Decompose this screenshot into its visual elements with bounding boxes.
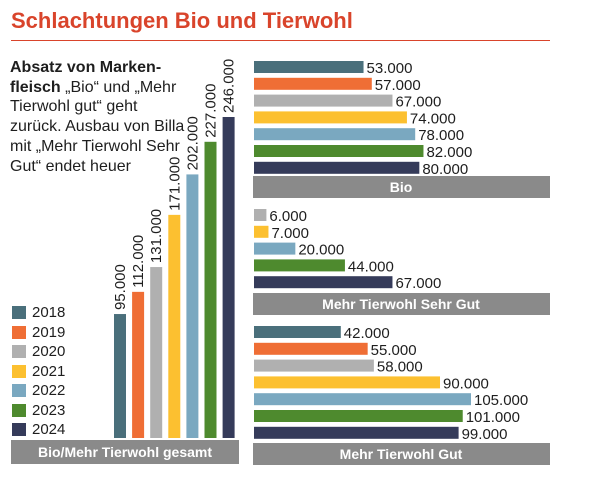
bar-bio-2019 (254, 77, 372, 90)
banner-mehr-tierwohl-gut (253, 443, 550, 465)
bar-mehr-tierwohl-gut-2018 (254, 326, 341, 338)
banner-total (11, 440, 239, 464)
legend-swatch (12, 325, 26, 339)
bar-bio-2022 (254, 128, 416, 141)
bar-total-2018 (114, 314, 126, 438)
bar-mehr-tierwohl-sehr-gut-2022 (254, 242, 296, 255)
bar-total-2022 (186, 174, 199, 439)
legend-label: 2021 (32, 362, 66, 380)
bar-bio-2024 (254, 161, 420, 174)
banner-label-total: Bio/Mehr Tierwohl gesamt (38, 444, 212, 460)
bar-label-mehr-tierwohl-gut-2018: 42.000 (344, 325, 390, 342)
bar-label-total-2019: 112.000 (130, 235, 147, 288)
bar-total-2021 (168, 214, 181, 438)
bar-label-total-2023: 227.000 (203, 84, 220, 138)
legend-label: 2024 (32, 421, 66, 438)
bar-label-mehr-tierwohl-gut-2019: 55.000 (371, 342, 417, 359)
bar-label-mehr-tierwohl-gut-2024: 99.000 (462, 426, 508, 443)
legend-swatch (12, 364, 26, 378)
legend-swatch (12, 423, 26, 436)
bar-label-bio-2022: 78.000 (418, 127, 464, 144)
bar-label-mehr-tierwohl-gut-2023: 101.000 (466, 409, 520, 426)
bar-bio-2020 (254, 94, 393, 107)
bar-mehr-tierwohl-gut-2020 (254, 359, 374, 372)
bar-label-mehr-tierwohl-sehr-gut-2020: 6.000 (269, 208, 307, 225)
bar-label-total-2024: 246.000 (221, 59, 238, 113)
chart-description: Absatz von Marken-fleisch „Bio“ und „Meh… (10, 58, 188, 176)
legend-label: 2022 (32, 382, 66, 399)
banner-bio (253, 176, 550, 198)
banner-label-mehr-tierwohl-sehr-gut: Mehr Tierwohl Sehr Gut (322, 296, 480, 312)
page-title: Schlachtungen Bio und Tierwohl (11, 8, 353, 33)
bar-label-bio-2019: 57.000 (375, 77, 421, 94)
bar-mehr-tierwohl-sehr-gut-2024 (254, 276, 393, 289)
bar-label-mehr-tierwohl-sehr-gut-2023: 44.000 (348, 258, 394, 275)
bar-label-mehr-tierwohl-sehr-gut-2021: 7.000 (271, 225, 309, 242)
legend-swatch (12, 384, 26, 397)
bar-label-total-2018: 95.000 (112, 264, 129, 310)
bar-label-total-2022: 202.000 (184, 116, 201, 170)
bar-bio-2023 (254, 145, 424, 157)
bar-mehr-tierwohl-sehr-gut-2021 (254, 225, 269, 238)
bar-mehr-tierwohl-gut-2023 (254, 410, 463, 422)
bar-total-2023 (204, 141, 217, 439)
bar-label-bio-2021: 74.000 (410, 110, 456, 127)
bar-mehr-tierwohl-gut-2021 (254, 376, 440, 389)
legend-label: 2023 (32, 401, 66, 419)
bar-label-bio-2024: 80.000 (422, 161, 468, 178)
legend-swatch (12, 306, 26, 319)
bar-total-2024 (222, 117, 235, 438)
bar-label-bio-2018: 53.000 (367, 60, 413, 77)
bar-mehr-tierwohl-gut-2019 (254, 342, 368, 355)
title-underline (11, 40, 550, 41)
bar-total-2019 (132, 291, 145, 438)
legend-label: 2019 (32, 323, 66, 341)
bar-mehr-tierwohl-sehr-gut-2020 (254, 209, 267, 221)
bar-mehr-tierwohl-gut-2022 (254, 393, 471, 406)
bar-label-bio-2023: 82.000 (426, 144, 472, 161)
bar-bio-2021 (254, 111, 407, 124)
bar-label-mehr-tierwohl-gut-2021: 90.000 (443, 375, 489, 392)
legend-swatch (12, 345, 26, 358)
banner-label-bio: Bio (390, 179, 413, 195)
description-lead: Absatz von Marken-fleisch (10, 59, 162, 96)
banner-mehr-tierwohl-sehr-gut (253, 293, 550, 315)
legend-label: 2020 (32, 343, 66, 360)
bar-label-mehr-tierwohl-sehr-gut-2024: 67.000 (395, 275, 441, 292)
banner-label-mehr-tierwohl-gut: Mehr Tierwohl Gut (340, 446, 463, 462)
bar-label-total-2020: 131.000 (148, 209, 165, 263)
legend-swatch (12, 403, 26, 417)
bar-total-2020 (150, 267, 163, 438)
bar-mehr-tierwohl-sehr-gut-2023 (254, 259, 345, 272)
bar-bio-2018 (254, 61, 364, 73)
bar-label-total-2021: 171.000 (166, 157, 183, 211)
bar-label-mehr-tierwohl-gut-2020: 58.000 (377, 359, 423, 376)
bar-label-bio-2020: 67.000 (395, 94, 441, 111)
description-text: „Bio“ und „Mehr Tierwohl gut“ geht zurüc… (10, 78, 185, 175)
bar-label-mehr-tierwohl-gut-2022: 105.000 (474, 392, 528, 409)
bar-label-mehr-tierwohl-sehr-gut-2022: 20.000 (298, 242, 344, 259)
legend-label: 2018 (32, 304, 66, 321)
bar-mehr-tierwohl-gut-2024 (254, 426, 459, 439)
